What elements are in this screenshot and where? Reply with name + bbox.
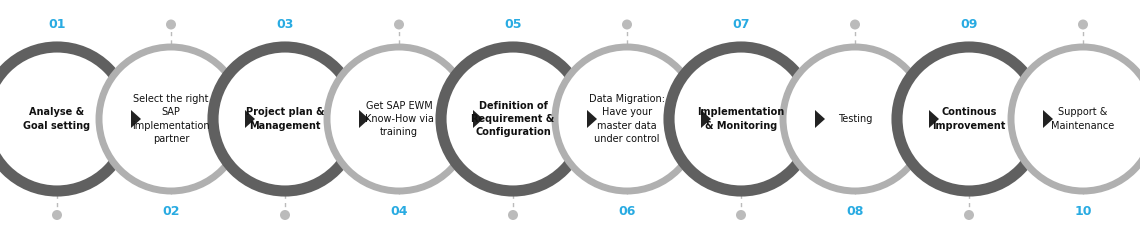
Text: 08: 08 — [846, 205, 864, 218]
Circle shape — [280, 210, 290, 220]
Text: 04: 04 — [390, 205, 408, 218]
Circle shape — [897, 47, 1041, 191]
Circle shape — [99, 47, 243, 191]
Text: Get SAP EWM
Know-How via
training: Get SAP EWM Know-How via training — [365, 101, 433, 137]
Circle shape — [1078, 20, 1088, 30]
Circle shape — [555, 47, 699, 191]
Text: Testing: Testing — [838, 114, 872, 124]
Text: 03: 03 — [276, 19, 294, 31]
Circle shape — [1011, 47, 1140, 191]
Text: Data Migration:
Have your
master data
under control: Data Migration: Have your master data un… — [589, 94, 665, 144]
Circle shape — [0, 47, 129, 191]
Polygon shape — [587, 110, 597, 128]
Circle shape — [736, 210, 746, 220]
Circle shape — [783, 47, 927, 191]
Polygon shape — [1043, 110, 1053, 128]
Polygon shape — [815, 110, 825, 128]
Polygon shape — [245, 110, 255, 128]
Text: Support &
Maintenance: Support & Maintenance — [1051, 107, 1115, 131]
Text: Project plan &
Management: Project plan & Management — [246, 107, 324, 131]
Text: 01: 01 — [48, 19, 66, 31]
Text: 07: 07 — [732, 19, 750, 31]
Circle shape — [508, 210, 518, 220]
Circle shape — [166, 20, 176, 30]
Polygon shape — [701, 110, 711, 128]
Text: 02: 02 — [162, 205, 180, 218]
Circle shape — [669, 47, 813, 191]
Circle shape — [964, 210, 974, 220]
Circle shape — [213, 47, 357, 191]
Text: 05: 05 — [504, 19, 522, 31]
Text: Analyse &
Goal setting: Analyse & Goal setting — [24, 107, 90, 131]
Text: 06: 06 — [618, 205, 636, 218]
Polygon shape — [131, 110, 141, 128]
Polygon shape — [359, 110, 369, 128]
Text: Implementation
& Monitoring: Implementation & Monitoring — [698, 107, 784, 131]
Text: 10: 10 — [1074, 205, 1092, 218]
Text: Definition of
Requirement &
Configuration: Definition of Requirement & Configuratio… — [471, 101, 555, 137]
Circle shape — [441, 47, 585, 191]
Text: Select the right
SAP
implementation
partner: Select the right SAP implementation part… — [132, 94, 210, 144]
Circle shape — [622, 20, 632, 30]
Circle shape — [850, 20, 860, 30]
Circle shape — [394, 20, 404, 30]
Circle shape — [327, 47, 471, 191]
Polygon shape — [929, 110, 939, 128]
Polygon shape — [473, 110, 483, 128]
Circle shape — [52, 210, 62, 220]
Text: 09: 09 — [960, 19, 978, 31]
Text: Continous
Improvement: Continous Improvement — [933, 107, 1005, 131]
